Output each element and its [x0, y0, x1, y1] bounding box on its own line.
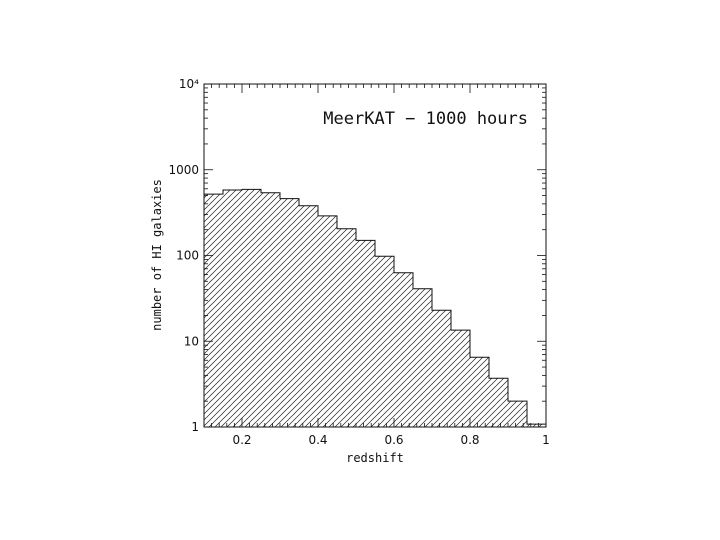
histogram-bar: [413, 288, 432, 427]
histogram-bar: [375, 256, 394, 427]
histogram-bar: [394, 272, 413, 427]
histogram-bar: [204, 194, 223, 427]
y-tick-label: 1000: [168, 163, 199, 177]
histogram-bars: [204, 188, 546, 427]
histogram-bar: [489, 378, 508, 427]
histogram-bar: [451, 330, 470, 427]
y-tick-label: 100: [176, 249, 199, 263]
y-tick-label: 10: [184, 334, 199, 348]
histogram-outline: [204, 188, 546, 427]
histogram-bar: [261, 192, 280, 427]
histogram-bar: [470, 357, 489, 427]
histogram-bar: [223, 190, 242, 427]
y-tick-label: 10⁴: [179, 77, 199, 91]
histogram-bar: [280, 198, 299, 427]
x-tick-label: 0.6: [384, 433, 403, 447]
x-axis-label: redshift: [346, 451, 404, 465]
y-tick-labels: 1 10 100 1000 10⁴: [168, 77, 199, 434]
y-tick-label: 1: [191, 420, 199, 434]
x-tick-label: 1: [542, 433, 550, 447]
histogram-bar: [508, 401, 527, 427]
x-tick-label: 0.8: [460, 433, 479, 447]
x-tick-label: 0.2: [232, 433, 251, 447]
y-axis-label: number of HI galaxies: [150, 179, 164, 331]
plot-frame: [203, 83, 547, 428]
histogram-bar: [356, 240, 375, 427]
histogram-bar: [337, 228, 356, 427]
histogram-bar: [318, 215, 337, 427]
x-tick-labels: 0.2 0.4 0.6 0.8 1: [232, 433, 549, 447]
histogram-bar: [242, 189, 261, 427]
histogram-bar: [432, 310, 451, 427]
histogram-bar: [299, 205, 318, 427]
histogram-bar: [527, 424, 546, 427]
chart-annotation: MeerKAT − 1000 hours: [323, 109, 528, 129]
x-tick-label: 0.4: [308, 433, 327, 447]
